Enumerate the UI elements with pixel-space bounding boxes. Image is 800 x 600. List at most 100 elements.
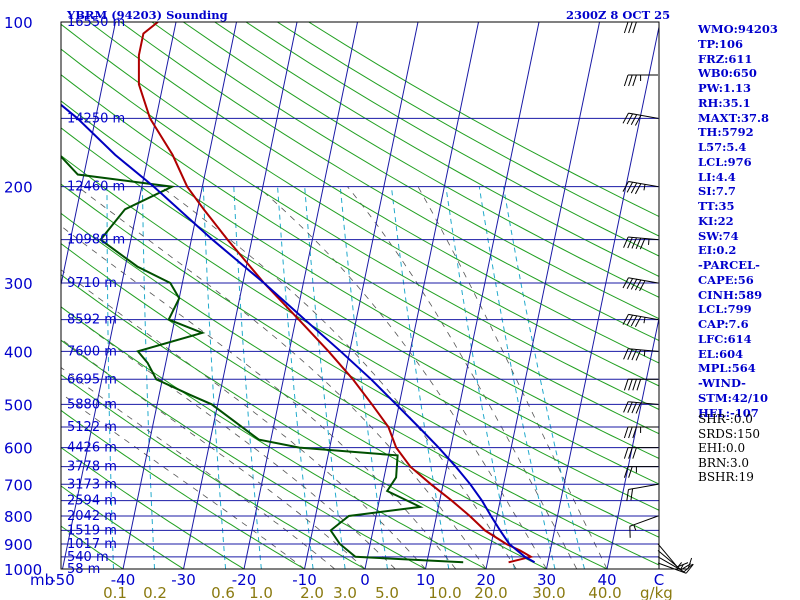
- height-label: 3173 m: [67, 477, 117, 492]
- wind-barb: [622, 313, 659, 328]
- wind-stat-item: BSHR:19: [698, 470, 754, 485]
- wind-barb-flag: [626, 489, 629, 502]
- wind-barb-flag: [628, 426, 633, 439]
- stat-item: WB0:650: [698, 66, 757, 81]
- isotherm-line: [364, 22, 480, 569]
- wind-barb-flag: [635, 237, 642, 249]
- isotherm-line: [62, 22, 177, 569]
- wind-barb-flag: [628, 447, 633, 459]
- wind-barb: [623, 378, 658, 391]
- wind-barb-flag: [622, 314, 629, 325]
- wind-barb-flag: [630, 278, 638, 290]
- wind-stat-item: EHI:0.0: [698, 441, 746, 456]
- height-label: 6695 m: [67, 372, 117, 387]
- dry-adiabat: [61, 374, 366, 569]
- pressure-tick-label: 100: [4, 14, 33, 32]
- wind-barb-flag: [622, 277, 629, 289]
- wind-barb: [622, 277, 659, 292]
- stat-item: CAP:7.6: [698, 317, 749, 331]
- wind-barb-half-flag: [679, 564, 684, 570]
- dry-adiabat: [61, 100, 659, 459]
- wind-barb-flag: [677, 562, 689, 568]
- pressure-tick-label: 300: [4, 275, 33, 293]
- mixing-ratio-label: 10.0: [428, 584, 461, 600]
- stat-item: LFC:614: [698, 331, 752, 346]
- wind-barb-staff: [628, 348, 659, 352]
- pressure-tick-label: 1000: [4, 561, 42, 579]
- temperature-tick-label: -20: [232, 571, 257, 589]
- height-label: 2594 m: [67, 494, 117, 509]
- dry-adiabats: [61, 22, 659, 569]
- moist-adiabat: [61, 306, 396, 569]
- wind-barb: [623, 426, 658, 439]
- wind-barb-flag: [622, 181, 629, 192]
- temperature-tick-label: 10: [416, 571, 435, 589]
- wind-barb-flag: [623, 447, 629, 459]
- stat-item: LCL:976: [698, 154, 752, 169]
- mixing-ratio-line: [202, 186, 227, 569]
- height-label: 4426 m: [67, 441, 117, 456]
- stat-item: -WIND-: [698, 376, 746, 390]
- isotherm-line: [546, 24, 659, 569]
- stat-item: SI:7.7: [698, 184, 736, 199]
- stat-item: -PARCEL-: [698, 258, 760, 272]
- valid-time: 2300Z 8 OCT 25: [566, 8, 671, 22]
- wind-barb: [623, 447, 658, 459]
- wind-barb-flag: [632, 21, 637, 34]
- pressure-tick-label: 200: [4, 179, 33, 197]
- wind-barb-staff: [628, 112, 659, 119]
- wind-barb-staff: [628, 277, 659, 284]
- wind-barb: [623, 466, 658, 478]
- mixing-ratio-label: 2.0: [300, 584, 324, 600]
- temperature-trace: [137, 22, 534, 564]
- wind-barb-staff: [628, 401, 659, 405]
- mixing-ratio-label: 30.0: [532, 584, 565, 600]
- height-label: 7600 m: [67, 344, 117, 359]
- moist-adiabat: [61, 367, 336, 569]
- wind-barb: [623, 21, 658, 34]
- height-label: 9710 m: [67, 276, 117, 291]
- moist-adiabat: [61, 338, 366, 569]
- height-label: 1519 m: [67, 523, 117, 538]
- isotherm-line: [606, 315, 659, 569]
- isotherms: [61, 22, 659, 569]
- wind-barb: [629, 515, 659, 538]
- wind-barb-staff: [657, 556, 685, 573]
- wind-barb-flag: [685, 563, 694, 574]
- temperature-tick-label: 20: [476, 571, 495, 589]
- wind-barb-flag: [626, 181, 634, 193]
- stat-item: LCL:799: [698, 302, 752, 317]
- moist-adiabat: [61, 225, 457, 569]
- wind-barb-half-flag: [643, 350, 646, 357]
- temperature-tick-label: 30: [537, 571, 556, 589]
- mixing-ratio-label: 0.2: [143, 584, 167, 600]
- wind-barb-flag: [628, 379, 633, 391]
- height-label: 1017 m: [67, 537, 117, 552]
- wind-barb-flag: [634, 115, 642, 126]
- mixing-ratio-line: [478, 186, 556, 569]
- sounding-traces: [61, 22, 536, 564]
- wind-barb-flag: [628, 74, 633, 87]
- stat-item: CINH:589: [698, 287, 763, 302]
- temperature-tick-label: 0: [360, 571, 370, 589]
- wind-barb-flag: [632, 426, 637, 439]
- wind-barb: [626, 483, 659, 502]
- wind-barb-flag: [683, 563, 693, 573]
- mixing-ratio-label: 40.0: [588, 584, 621, 600]
- wind-barb-flag: [623, 21, 629, 34]
- wind-barb-flag: [635, 349, 642, 361]
- wind-barb-flag: [630, 315, 638, 327]
- temperature-tick-label: 40: [597, 571, 616, 589]
- height-label: 2042 m: [67, 509, 117, 524]
- temperature-tick-label: -40: [111, 571, 136, 589]
- moist-adiabat: [257, 186, 547, 569]
- wind-barb: [657, 543, 689, 568]
- station-title: YBRM (94203) Sounding: [67, 8, 228, 22]
- plot-border: [60, 21, 660, 570]
- pressure-tick-label: 800: [4, 508, 33, 526]
- dry-adiabat: [61, 48, 659, 411]
- height-label: 12460 m: [67, 180, 125, 195]
- wind-barb-flag: [627, 348, 633, 360]
